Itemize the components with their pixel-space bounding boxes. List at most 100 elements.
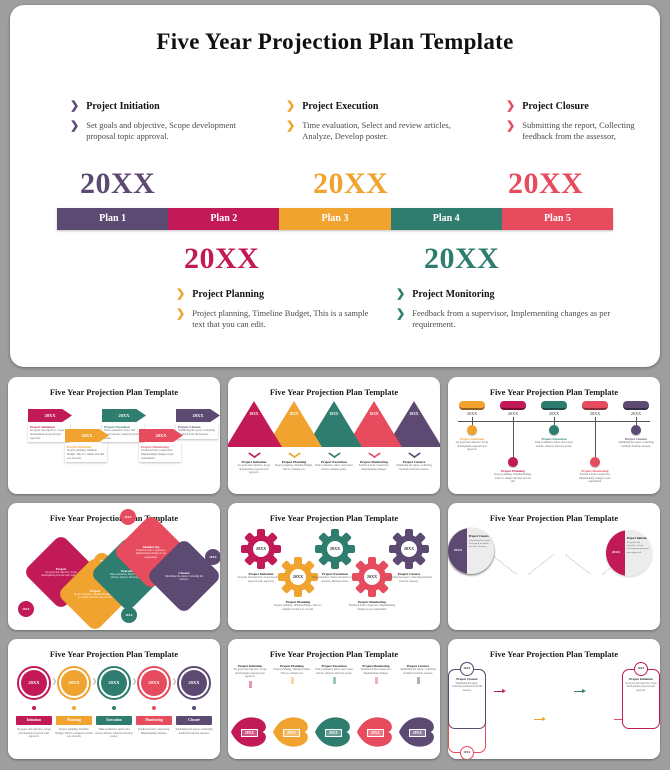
timeline-axis xyxy=(458,421,650,422)
phase-label: Project Monitoring xyxy=(358,600,386,604)
thumbnail-diamonds[interactable]: Five Year Projection Plan Template 20XX … xyxy=(8,503,220,630)
gear-icon xyxy=(389,529,429,569)
year-label: 20XX xyxy=(366,574,378,579)
main-slide-preview[interactable]: Five Year Projection Plan Template ❯ Pro… xyxy=(10,5,660,367)
phase-label: Project Initiation xyxy=(237,664,263,668)
phase-label: Project Initiation xyxy=(241,460,267,464)
phase-desc: Set goals and objective, Scope developme… xyxy=(30,429,65,440)
phase-label: Initiation xyxy=(16,716,52,725)
phase-desc: Submitting the report, Collecting feedba… xyxy=(400,668,436,675)
phase-item-closure: ❯ Project Closure ❯ Submitting the repor… xyxy=(506,101,656,142)
leaf-shape xyxy=(273,717,308,747)
chevron-right-icon: ❯ xyxy=(286,100,296,112)
thumbnail-arrow-banners[interactable]: Five Year Projection Plan Template 20XX … xyxy=(8,377,220,494)
tick-marker xyxy=(290,677,294,685)
year-badge: 20XX xyxy=(121,607,137,623)
year-label: 20XX xyxy=(611,550,621,554)
year-label: 20XX xyxy=(292,574,304,579)
thumbnail-title: Five Year Projection Plan Template xyxy=(489,649,619,659)
phase-desc: Set goals and objective, Scope developme… xyxy=(237,464,271,475)
phase-desc: Time evaluation, Select and review artic… xyxy=(104,429,142,440)
year-label: 20XX xyxy=(313,167,389,200)
leaf-shape xyxy=(231,717,266,747)
chevron-right-icon: ❯ xyxy=(70,120,80,132)
phase-step: 20XX Project Execution Time evaluation, … xyxy=(311,527,359,583)
phase-desc: Set goals and objective, Scope developme… xyxy=(237,576,285,583)
chevron-right-icon: ❯ xyxy=(91,679,97,685)
phase-label: Project Closure xyxy=(625,437,647,441)
capsule-marker xyxy=(459,401,485,410)
phase-label: Project Monitoring xyxy=(360,460,388,464)
year-chip: 20XX xyxy=(409,729,426,737)
phase-label: Project Planning xyxy=(280,664,304,668)
year-label: 20XX xyxy=(329,412,339,416)
thumbnail-title: Five Year Projection Plan Template xyxy=(489,513,619,523)
phase-label: Project Closure xyxy=(178,425,201,429)
phase-desc: Time evaluation, Select and review artic… xyxy=(311,576,359,583)
phase-item-planning: ❯ Project Planning ❯ Project planning, T… xyxy=(176,289,376,330)
phase-desc: Submitting the report, Collecting feedba… xyxy=(618,441,654,448)
phase-label: Project Execution xyxy=(541,437,567,441)
year-chip: 20XX xyxy=(325,729,342,737)
thumbnail-leaf-arrows[interactable]: Five Year Projection Plan Template Proje… xyxy=(228,639,440,759)
chevron-right-icon: ❯ xyxy=(506,100,516,112)
phase-step: 20XX Project Planning Project planning, … xyxy=(274,555,322,611)
year-label: 20XX xyxy=(589,411,601,416)
year-circle: 20XX xyxy=(460,662,474,676)
phase-label: Project Planning xyxy=(285,600,311,604)
circle-ring: 20XX xyxy=(57,666,91,700)
phase-desc: Set goals and objective, Scope developme… xyxy=(86,120,236,142)
phase-desc: Project planning, Timeline budget, This … xyxy=(273,668,311,675)
phase-label: Execution xyxy=(120,568,136,573)
plan-segment-5: Plan 5 xyxy=(501,208,614,230)
dotted-connector xyxy=(491,554,517,575)
year-badge: 20XX xyxy=(120,509,136,525)
chevron-down-icon xyxy=(247,449,261,458)
thumbnail-triangles[interactable]: Five Year Projection Plan Template 20XX … xyxy=(228,377,440,494)
phase-step: 20XX Project Closure Submitting the repo… xyxy=(448,528,494,574)
year-label: 20XX xyxy=(630,411,642,416)
gear-icon xyxy=(315,529,355,569)
phase-step: 20XX Project Execution Time evaluation, … xyxy=(102,409,146,443)
phase-label: Project Planning xyxy=(281,460,307,464)
phase-desc: Project planning, Timeline Budget, This … xyxy=(55,728,93,739)
phase-label: Project Execution xyxy=(322,572,348,576)
phase-step: 20XX ❯ Closure Submitting the report, Co… xyxy=(175,666,213,739)
timeline-stem xyxy=(512,417,514,457)
thumbnail-gears[interactable]: Five Year Projection Plan Template 20XX … xyxy=(228,503,440,630)
chevron-down-icon xyxy=(407,449,421,458)
phase-step: Project Initiation Set goals and objecti… xyxy=(230,664,270,750)
year-label: 20XX xyxy=(184,242,260,275)
phase-step: 20XX ❯ Execution Time evaluation, Select… xyxy=(95,666,137,739)
phase-label: Project Planning xyxy=(192,289,264,300)
year-chip: 20XX xyxy=(241,729,258,737)
circle-ring: 20XX xyxy=(177,666,211,700)
phase-label: Project Monitoring xyxy=(141,445,169,449)
phase-label: Project Closure xyxy=(407,664,429,668)
phase-label: Project Monitoring xyxy=(412,289,495,300)
phase-card: Project Initiation Set goals and objecti… xyxy=(28,423,70,443)
phase-label: Project Initiation xyxy=(30,425,55,429)
phase-desc: Time evaluation, Select and review artic… xyxy=(535,441,573,448)
phase-desc: Feedback from a supervisor, Implementing… xyxy=(358,464,390,471)
phase-label: Project Execution xyxy=(302,101,379,112)
thumbnail-circle-row[interactable]: Five Year Projection Plan Template 20XX … xyxy=(8,639,220,759)
phase-desc: Project planning, Timeline Budget, This … xyxy=(494,473,532,484)
phase-label: Closure xyxy=(176,716,212,725)
thumbnail-snake-flow[interactable]: Five Year Projection Plan Template 20XX … xyxy=(448,639,660,759)
timeline-node xyxy=(631,425,641,435)
thumbnail-hanging-timeline[interactable]: Five Year Projection Plan Template 20XX … xyxy=(448,377,660,494)
plan-segment-3: Plan 3 xyxy=(279,208,391,230)
phase-step: 20XX Closure Submitting the report, Coll… xyxy=(145,537,220,615)
gear-icon xyxy=(241,529,281,569)
dotted-connector xyxy=(565,554,591,575)
phase-desc: Submitting the report, Collecting feedba… xyxy=(468,538,491,549)
thumbnail-half-circles[interactable]: Five Year Projection Plan Template 20XX … xyxy=(448,503,660,630)
year-label: 20XX xyxy=(80,167,156,200)
phase-desc: Set goals and objective, Scope developme… xyxy=(233,668,267,679)
phase-desc: Set goals and objective, Scope developme… xyxy=(625,682,657,692)
chevron-right-icon: ❯ xyxy=(176,308,186,320)
thumbnail-title: Five Year Projection Plan Template xyxy=(49,387,179,397)
phase-item-monitoring: ❯ Project Monitoring ❯ Feedback from a s… xyxy=(396,289,621,330)
year-circle: 20XX xyxy=(141,670,167,696)
